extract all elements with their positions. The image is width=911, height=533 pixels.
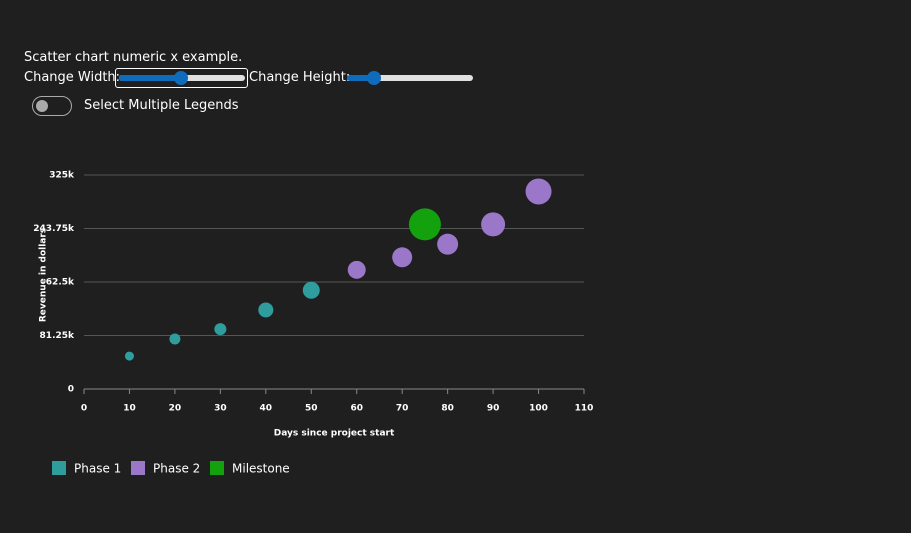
point xyxy=(302,281,320,299)
y-tick-label: 62.5k xyxy=(46,278,75,288)
width-slider[interactable] xyxy=(119,71,245,85)
height-slider[interactable] xyxy=(347,71,473,85)
legend-swatch xyxy=(210,461,224,475)
x-tick-label: 80 xyxy=(441,404,454,414)
point xyxy=(347,260,366,279)
point xyxy=(258,302,274,318)
legend-label: Phase 1 xyxy=(74,462,121,476)
slider-thumb[interactable] xyxy=(174,71,188,85)
y-tick-label: 81.25k xyxy=(40,331,75,341)
toggle[interactable] xyxy=(32,96,72,116)
legend-label: Phase 2 xyxy=(153,462,200,476)
point xyxy=(124,351,134,361)
y-tick-label: 0 xyxy=(68,385,74,395)
width-label: Change Width: xyxy=(24,70,121,85)
legend-label: Milestone xyxy=(232,462,290,476)
x-tick-label: 30 xyxy=(214,404,227,414)
point xyxy=(169,333,181,345)
x-tick-label: 110 xyxy=(575,404,594,414)
legend-swatch xyxy=(52,461,66,475)
y-tick-label: 243.75k xyxy=(33,224,75,234)
x-tick-label: 20 xyxy=(169,404,182,414)
point xyxy=(214,323,227,336)
y-axis-title: Revenue in dollars xyxy=(39,228,49,322)
page-title: Scatter chart numeric x example. xyxy=(24,50,243,65)
toggle-knob xyxy=(36,100,48,112)
x-tick-label: 40 xyxy=(260,404,273,414)
point xyxy=(437,233,459,255)
legend-swatch xyxy=(131,461,145,475)
toggle-label: Select Multiple Legends xyxy=(84,98,239,113)
x-tick-label: 60 xyxy=(350,404,363,414)
point xyxy=(525,178,552,205)
x-axis-title: Days since project start xyxy=(274,429,395,439)
slider-fill xyxy=(347,75,375,81)
height-label: Change Height: xyxy=(249,70,351,85)
point xyxy=(392,247,413,268)
x-tick-label: 0 xyxy=(81,404,87,414)
x-tick-label: 70 xyxy=(396,404,409,414)
point xyxy=(481,212,506,237)
slider-fill xyxy=(119,75,181,81)
x-tick-label: 10 xyxy=(123,404,136,414)
y-tick-label: 325k xyxy=(49,171,75,181)
x-tick-label: 50 xyxy=(305,404,318,414)
point xyxy=(408,208,441,241)
slider-thumb[interactable] xyxy=(367,71,381,85)
width-slider-focus xyxy=(115,68,248,88)
x-tick-label: 90 xyxy=(487,404,500,414)
x-tick-label: 100 xyxy=(529,404,548,414)
